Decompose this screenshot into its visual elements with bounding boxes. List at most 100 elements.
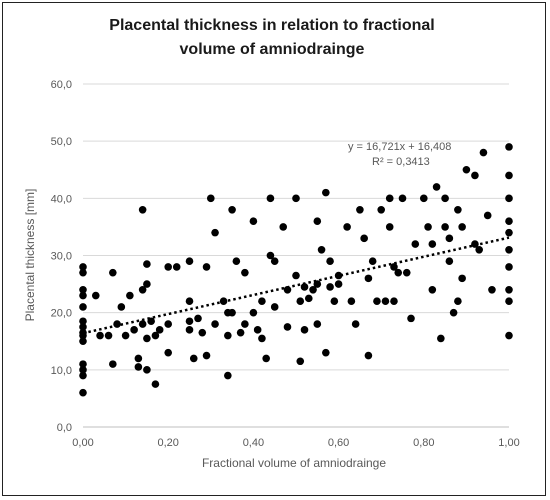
data-point [283, 323, 292, 331]
data-point [454, 297, 462, 306]
data-point [398, 194, 407, 203]
data-point [79, 323, 87, 331]
data-point [390, 263, 398, 271]
data-point [385, 223, 394, 231]
data-point [241, 268, 249, 277]
data-point [134, 363, 143, 371]
data-point [151, 380, 160, 388]
data-point [292, 194, 300, 203]
data-point [202, 351, 211, 360]
data-point [198, 328, 207, 337]
data-point [505, 171, 513, 180]
data-point [249, 308, 258, 317]
data-point [347, 297, 356, 306]
data-point [300, 283, 309, 291]
data-point [207, 194, 215, 203]
data-point [79, 371, 87, 380]
data-point [143, 334, 151, 343]
data-point [79, 360, 87, 368]
y-tick-label: 60,0 [51, 79, 72, 91]
data-point [343, 223, 351, 231]
data-point [185, 317, 194, 326]
data-point [104, 331, 113, 340]
data-point [79, 317, 87, 326]
data-point [296, 357, 305, 366]
data-point [79, 388, 87, 397]
data-point [420, 194, 428, 203]
data-point [441, 223, 449, 231]
data-point [313, 217, 322, 225]
data-point [505, 297, 513, 306]
data-point [202, 263, 211, 271]
data-point [126, 291, 134, 300]
data-point [505, 217, 513, 225]
data-point [322, 348, 330, 357]
data-point [377, 205, 386, 214]
data-point [505, 228, 513, 237]
trendline-r-squared: R² = 0,3413 [372, 156, 430, 168]
data-point [428, 286, 437, 294]
data-point [143, 280, 151, 288]
data-point [109, 360, 117, 368]
data-point [249, 217, 258, 225]
data-point [224, 371, 232, 380]
data-point [79, 268, 87, 277]
data-point [505, 286, 513, 294]
data-point [185, 326, 194, 334]
x-tick-label: 1,00 [498, 437, 519, 449]
data-point [428, 240, 437, 248]
data-point [360, 234, 368, 243]
data-point [79, 337, 87, 346]
data-point [143, 260, 151, 268]
chart-title: Placental thickness in relation to fract… [0, 14, 544, 62]
data-point [488, 286, 496, 294]
data-point [390, 297, 398, 306]
data-point [445, 257, 454, 266]
data-point [79, 263, 87, 271]
data-point [262, 354, 270, 363]
data-point [351, 320, 360, 328]
data-point [266, 194, 275, 203]
data-points [79, 143, 513, 397]
data-point [394, 268, 403, 277]
trendline [82, 236, 510, 335]
data-point [309, 286, 317, 294]
data-point [296, 297, 305, 306]
data-point [313, 320, 322, 328]
data-point [185, 257, 194, 266]
y-tick-labels: 0,0 10,0 20,0 30,0 40,0 50,0 60,0 [51, 79, 72, 434]
chart-title-line-2: volume of amniodrainge [179, 41, 365, 58]
x-axis-label: Fractional volume of amniodrainge [202, 456, 386, 470]
data-point [164, 348, 172, 357]
data-point [454, 205, 462, 214]
data-point [185, 297, 194, 306]
data-point [270, 257, 279, 266]
data-point [407, 314, 415, 323]
data-point [236, 328, 245, 337]
y-axis-label: Placental thickness [mm] [23, 189, 37, 322]
y-tick-label: 50,0 [51, 136, 72, 148]
data-point [117, 303, 126, 311]
data-point [79, 286, 87, 294]
data-point [449, 308, 458, 317]
data-point [79, 366, 87, 374]
data-point [385, 194, 394, 203]
data-point [270, 303, 279, 311]
data-point [266, 251, 275, 260]
y-tick-label: 0,0 [57, 422, 72, 434]
data-point [138, 205, 147, 214]
data-point [505, 194, 513, 203]
x-tick-label: 0,00 [72, 437, 93, 449]
data-point [373, 297, 381, 306]
data-point [483, 211, 492, 220]
data-point [253, 326, 262, 334]
data-point [155, 326, 164, 334]
data-point [279, 223, 288, 231]
data-point [445, 234, 454, 243]
data-point [411, 240, 420, 248]
data-point [79, 291, 87, 300]
data-point [364, 351, 373, 360]
trendline-equation: y = 16,721x + 16,408 [348, 141, 451, 153]
data-point [330, 297, 339, 306]
